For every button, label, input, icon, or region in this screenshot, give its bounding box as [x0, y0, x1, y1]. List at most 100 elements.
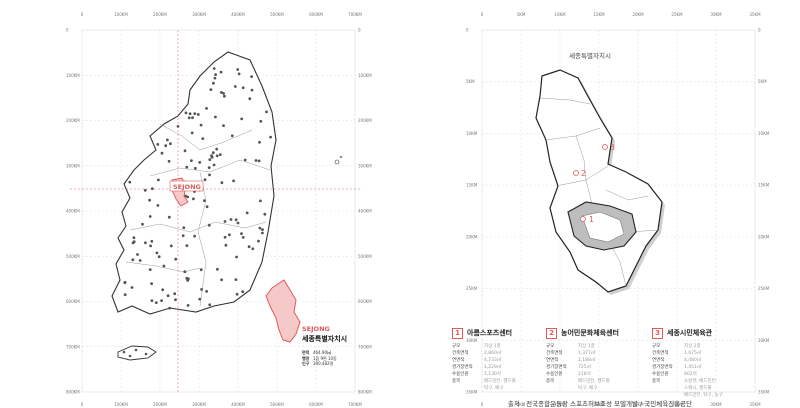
side-tick-label: 300KM [358, 163, 372, 168]
sejong-info-title-ko: 세종특별자치시 [302, 335, 348, 343]
top-scale: 0 5KM 10KM 15KM 20KM 25KM 30KM 35KM [481, 12, 761, 17]
city-dot [200, 288, 204, 291]
bottom-tick-label: 200KM [153, 402, 167, 407]
city-dot [138, 259, 142, 262]
side-tick-label: 500KM [66, 254, 80, 259]
side-tick-label: 100KM [358, 73, 372, 78]
city-dot [232, 179, 236, 183]
city-dot [215, 147, 219, 151]
facility-row: 건축면적 1,377㎡ [546, 350, 646, 357]
facility-row-key: 규모 [452, 344, 461, 349]
side-tick-label: 20KM [758, 234, 770, 239]
side-tick-label: 500KM [358, 254, 372, 259]
facility-row-key: 경기장면적 [452, 365, 473, 370]
city-dot [243, 158, 247, 162]
facility-row-value: 탁구, 배구 [578, 386, 598, 391]
side-tick-label: 35KM [758, 390, 770, 395]
bottom-tick-label: 500KM [270, 402, 284, 407]
facility-row-value: 218석 [578, 372, 591, 377]
city-dot [150, 299, 154, 302]
city-dot [229, 218, 233, 221]
side-tick-label: 600KM [66, 299, 80, 304]
facility-row: 경기장면적 1,229㎡ [452, 364, 552, 371]
city-dot [149, 244, 153, 248]
facility-row: 규모 지상 2층 [652, 343, 752, 350]
city-dot [156, 143, 160, 146]
city-dot [235, 255, 239, 259]
city-dot [222, 124, 225, 127]
facility-row-value: 지상 1층 [578, 344, 595, 349]
city-dot [230, 134, 234, 138]
city-dot [144, 352, 148, 356]
city-dot [166, 138, 169, 142]
side-tick-label: 0 [66, 28, 69, 33]
city-dot [237, 72, 241, 76]
korea-map-panel: 0 100KM 200KM 300KM 400KM 500KM 600KM 700KM 0 10… [66, 12, 372, 407]
city-dot [160, 299, 164, 302]
sejong-map: 0 5KM 10KM 15KM 20KM 25KM 30KM 35KM 0 5KM 10KM 15K… [466, 12, 770, 407]
facility-row: 연면적 4,733㎡ [452, 357, 552, 364]
city-dot [187, 277, 190, 281]
facility-row: 배드민턴, 탁구, 농구 [652, 392, 752, 399]
facility-row-value: 배드민턴, 헨드볼 [484, 379, 516, 384]
city-dot [155, 251, 159, 255]
city-dot [130, 286, 134, 289]
side-tick-label: 300KM [66, 163, 80, 168]
city-dot [123, 293, 127, 297]
facility-row-key: 종목 [452, 379, 461, 384]
city-dot [187, 116, 191, 120]
top-tick-label: 0 [81, 12, 84, 17]
city-dot [250, 88, 254, 92]
facility-row: 규모 지상 1층 [546, 343, 646, 350]
top-tick-label: 5KM [517, 12, 526, 17]
city-dot [269, 135, 272, 139]
side-tick-label: 200KM [66, 118, 80, 123]
facility-row-key: 건축면적 [652, 351, 669, 356]
city-dot [215, 154, 219, 158]
facility-row-value: 탁구, 배구 [484, 386, 504, 391]
city-dot [134, 348, 138, 352]
urban-center [581, 211, 625, 243]
top-tick-label: 400KM [231, 12, 245, 17]
city-dot [211, 151, 215, 155]
bottom-tick-label: 35KM [749, 402, 761, 407]
jeju-island [117, 345, 157, 361]
side-tick-label: 800KM [66, 390, 80, 395]
city-dot [186, 195, 190, 199]
facility-row: 수용인원 218석 [546, 371, 646, 378]
side-tick-label: 25KM [466, 286, 478, 291]
city-dot [207, 166, 211, 170]
top-tick-label: 15KM [593, 12, 605, 17]
facility-row-value: 1,451㎡ [684, 365, 702, 370]
facility-row-key: 경기장면적 [652, 365, 673, 370]
city-dot [193, 234, 197, 238]
city-dot [214, 115, 217, 119]
facility-row-value: 배드민턴, 탁구, 농구 [684, 393, 723, 398]
city-dot [183, 149, 187, 153]
city-dot [258, 226, 262, 230]
stat-population: 인구 390,482명 [302, 361, 334, 366]
facility-row: 종목 소방관, 배드민턴 [652, 378, 752, 385]
city-dot [191, 116, 194, 120]
city-dot [162, 264, 166, 268]
city-dot [201, 137, 205, 141]
city-dot [222, 92, 225, 95]
side-tick-label: 700KM [66, 344, 80, 349]
side-tick-label: 100KM [66, 73, 80, 78]
city-dot [156, 204, 160, 207]
bottom-tick-label: 0 [81, 402, 84, 407]
side-tick-label: 10KM [758, 131, 770, 136]
city-dot [250, 75, 254, 78]
city-dot [223, 94, 226, 98]
facility-row-value: 4,480㎡ [684, 358, 702, 363]
city-dot [213, 76, 217, 80]
city-dot [169, 244, 173, 248]
city-dot [160, 151, 164, 155]
facility-row-value: 1,675㎡ [684, 351, 702, 356]
city-dot [188, 112, 192, 116]
bottom-tick-label: 700KM [348, 402, 362, 407]
facility-card: 1 아름스포츠센터 규모 지상 1층 건축면적 2,860㎡ 연면적 4,733㎡ 경기장면적 1… [452, 328, 552, 392]
facility-row-value: 스쿼시, 헨드볼 [684, 386, 712, 391]
city-dot [205, 107, 208, 110]
city-dot [265, 110, 268, 114]
